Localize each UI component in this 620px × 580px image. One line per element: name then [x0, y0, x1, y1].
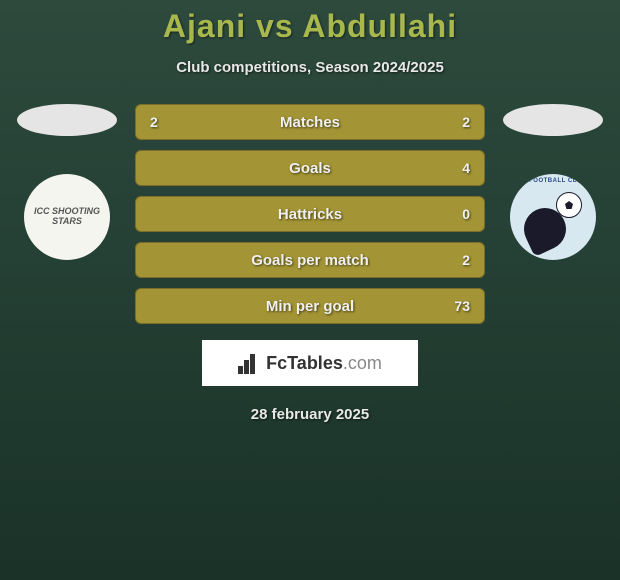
content-row: ICC SHOOTING STARS 2 Matches 2 Goals 4 H…: [0, 104, 620, 324]
stat-label: Matches: [280, 114, 340, 131]
player-photo-left: [17, 104, 117, 136]
date-label: 28 february 2025: [0, 406, 620, 423]
stat-row-matches: 2 Matches 2: [135, 104, 485, 140]
stat-right-value: 73: [454, 298, 470, 314]
stat-label: Goals per match: [251, 252, 369, 269]
club-badge-left: ICC SHOOTING STARS: [24, 174, 110, 260]
football-icon: [556, 192, 582, 218]
brand-logo[interactable]: FcTables.com: [202, 340, 418, 386]
stat-row-hattricks: Hattricks 0: [135, 196, 485, 232]
brand-bold: FcTables: [266, 353, 343, 373]
stat-right-value: 2: [462, 252, 470, 268]
stat-row-goals: Goals 4: [135, 150, 485, 186]
bar-chart-icon: [238, 352, 262, 374]
club-label-right: FOOTBALL CL: [510, 178, 596, 185]
club-badge-right: FOOTBALL CL: [510, 174, 596, 260]
stats-column: 2 Matches 2 Goals 4 Hattricks 0 Goals pe…: [135, 104, 485, 324]
stat-label: Goals: [289, 160, 331, 177]
comparison-card: Ajani vs Abdullahi Club competitions, Se…: [0, 0, 620, 423]
player-photo-right: [503, 104, 603, 136]
stat-row-min-per-goal: Min per goal 73: [135, 288, 485, 324]
right-column: FOOTBALL CL: [503, 104, 603, 260]
page-title: Ajani vs Abdullahi: [0, 8, 620, 45]
stat-right-value: 2: [462, 114, 470, 130]
stat-right-value: 4: [462, 160, 470, 176]
stat-left-value: 2: [150, 114, 158, 130]
club-label-left: ICC SHOOTING STARS: [24, 207, 110, 227]
stat-row-goals-per-match: Goals per match 2: [135, 242, 485, 278]
brand-light: .com: [343, 353, 382, 373]
stat-right-value: 0: [462, 206, 470, 222]
brand-text: FcTables.com: [266, 353, 382, 374]
stat-label: Min per goal: [266, 298, 354, 315]
left-column: ICC SHOOTING STARS: [17, 104, 117, 260]
stat-label: Hattricks: [278, 206, 342, 223]
subtitle: Club competitions, Season 2024/2025: [0, 59, 620, 76]
